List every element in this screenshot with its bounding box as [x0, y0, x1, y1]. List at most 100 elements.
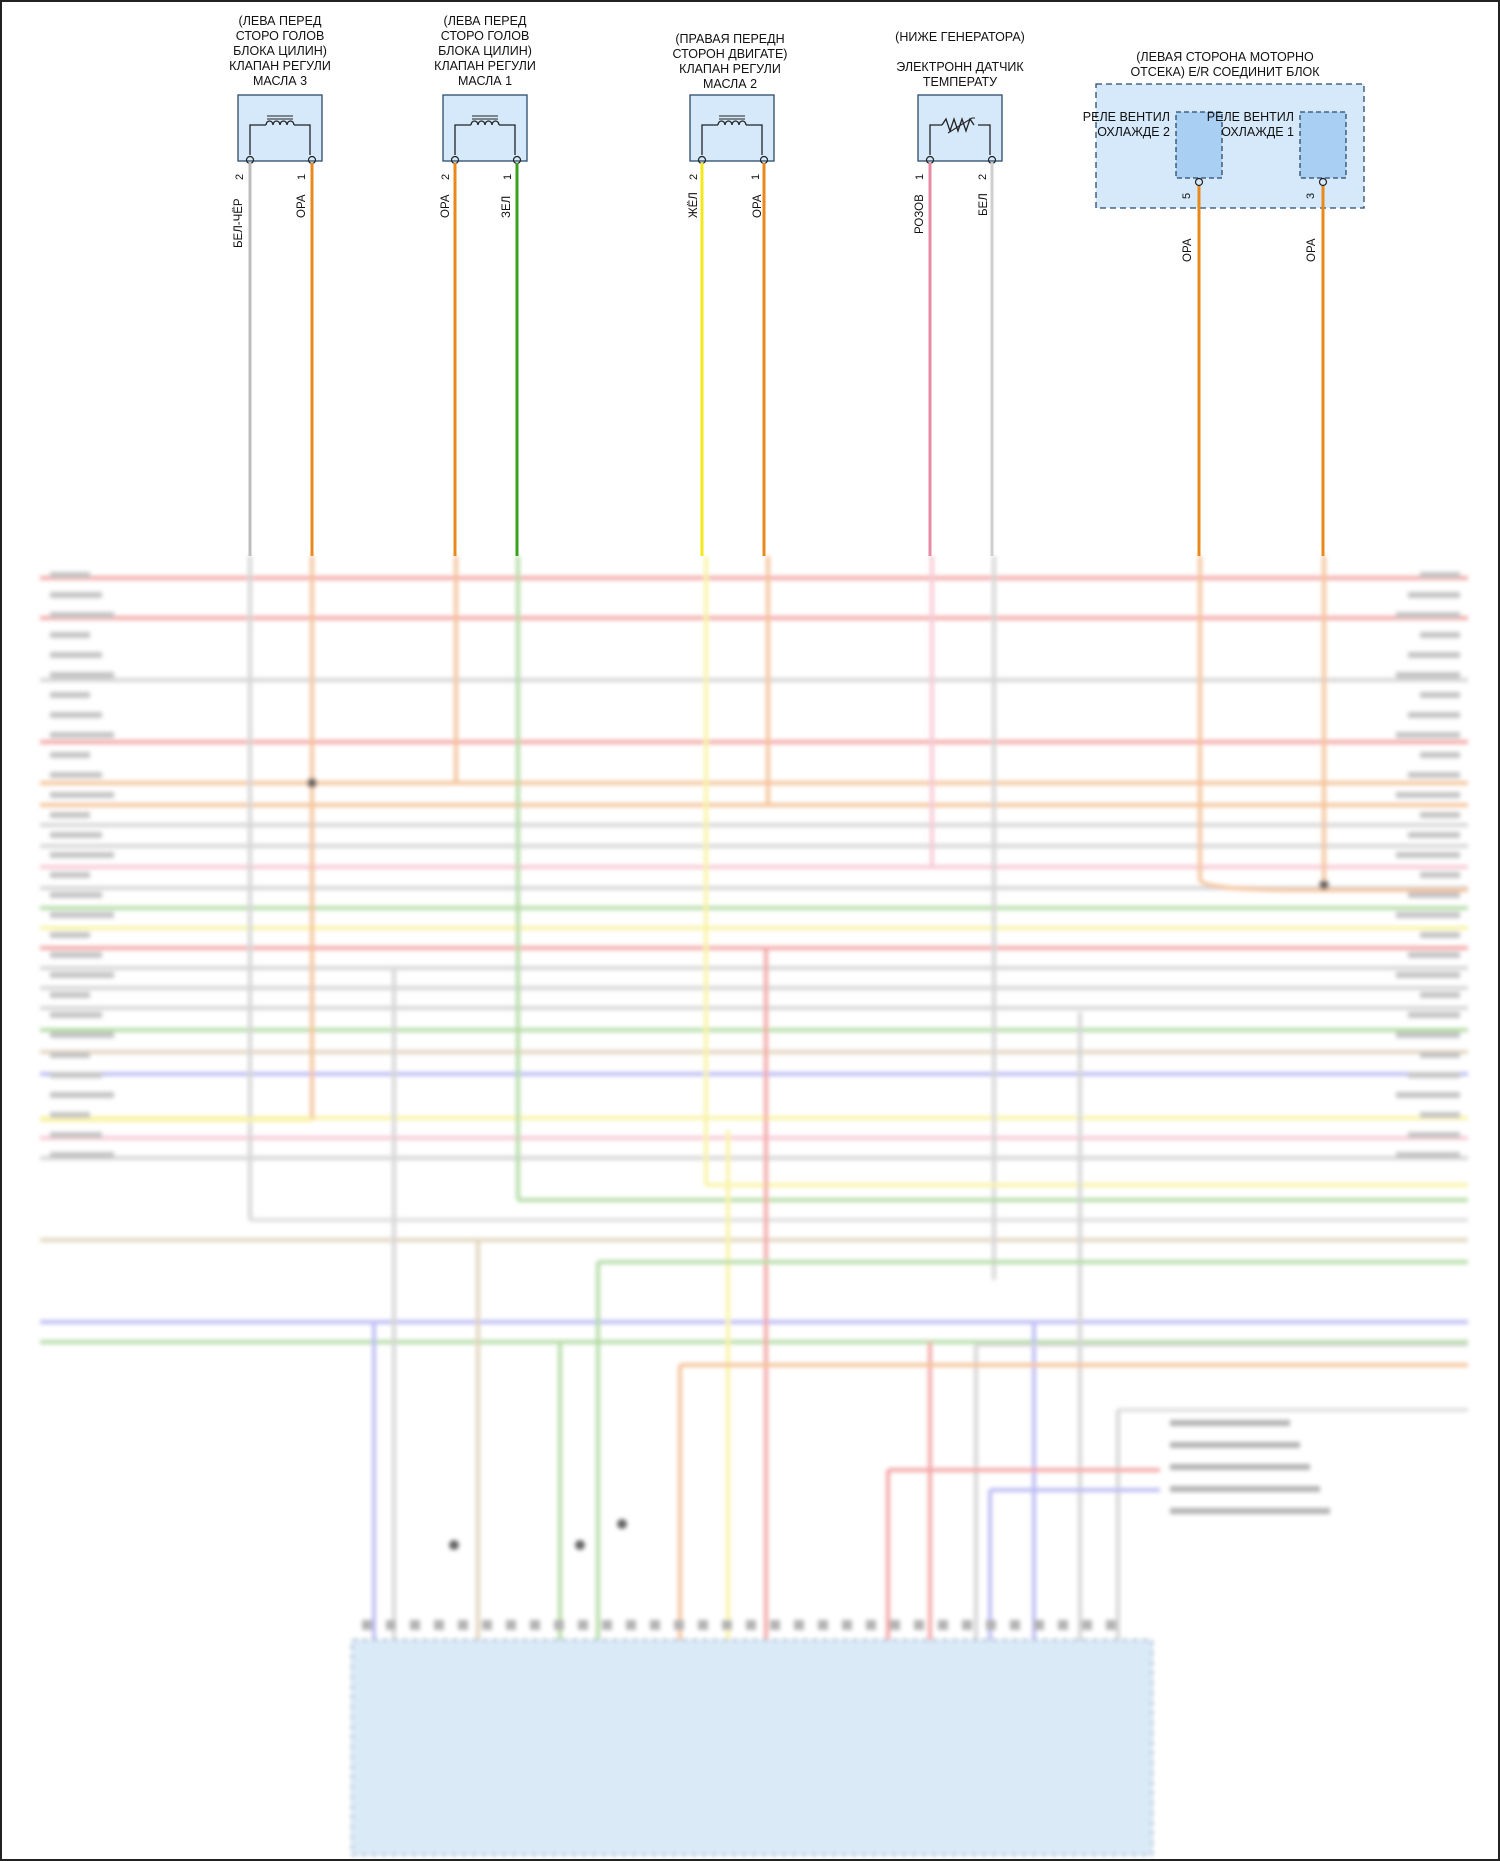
blurred-harness-area: [40, 556, 1468, 1856]
coil-winding: [265, 120, 295, 126]
blurred-text: [1396, 612, 1460, 618]
pin-number: 2: [440, 173, 452, 180]
blurred-text: [1420, 632, 1460, 638]
header-line: (ЛЕВА ПЕРЕД: [238, 14, 322, 28]
ecm-pin: [938, 1620, 948, 1630]
pin-number: 1: [296, 173, 308, 180]
coil-lead: [746, 124, 763, 155]
ecm-pin: [770, 1620, 780, 1630]
ecm-pin: [866, 1620, 876, 1630]
blurred-text: [1396, 1152, 1460, 1158]
ecm-pin: [650, 1620, 660, 1630]
blurred-text: [50, 952, 102, 958]
splice-dot: [449, 1540, 459, 1550]
blurred-text: [1420, 692, 1460, 698]
blurred-text: [50, 732, 114, 738]
thermistor-icon: [941, 116, 975, 134]
blurred-text: [50, 592, 102, 598]
blurred-text: [50, 792, 114, 798]
blurred-text: [50, 1112, 90, 1118]
blurred-text: [50, 1032, 114, 1038]
relay-2-box: [1175, 111, 1223, 179]
blurred-text: [1420, 1052, 1460, 1058]
blurred-text: [1170, 1464, 1310, 1470]
ecm-pin: [386, 1620, 396, 1630]
blurred-text: [50, 1152, 114, 1158]
blurred-text: [50, 812, 90, 818]
solenoid-icon: [454, 115, 516, 155]
blurred-text: [50, 1132, 102, 1138]
wire-label: ОРА: [752, 194, 764, 218]
blurred-text: [50, 692, 90, 698]
ecm-pin: [746, 1620, 756, 1630]
blurred-text: [1420, 812, 1460, 818]
splice-dot: [575, 1540, 585, 1550]
header-line: КЛАПАН РЕГУЛИ: [434, 59, 536, 73]
thermistor-lead: [978, 124, 991, 155]
header-line: (ЛЕВА ПЕРЕД: [443, 14, 527, 28]
coil-winding: [470, 120, 500, 126]
blurred-text: [50, 1072, 102, 1078]
ecm-pin: [602, 1620, 612, 1630]
pin-number: 2: [688, 173, 700, 180]
relay-label-1: РЕЛЕ ВЕНТИЛ ОХЛАЖДЕ 1: [1180, 110, 1294, 140]
ecm-pin: [698, 1620, 708, 1630]
connector-ocv2: [689, 94, 775, 162]
ecm-pin: [554, 1620, 564, 1630]
pin-number: 2: [977, 173, 989, 180]
blurred-text: [1408, 1072, 1460, 1078]
header-oil-control-valve-3: (ЛЕВА ПЕРЕД СТОРО ГОЛОВ БЛОКА ЦИЛИН) КЛА…: [220, 14, 340, 89]
relay-1-box: [1299, 111, 1347, 179]
blurred-text: [50, 972, 114, 978]
blurred-text: [1420, 1112, 1460, 1118]
header-line: КЛАПАН РЕГУЛИ: [229, 59, 331, 73]
blurred-text: [1396, 1092, 1460, 1098]
relay-label-2: РЕЛЕ ВЕНТИЛ ОХЛАЖДЕ 2: [1058, 110, 1170, 140]
ecm-pin: [674, 1620, 684, 1630]
splice-dot: [617, 1519, 627, 1529]
ecm-pin: [458, 1620, 468, 1630]
blurred-text: [1408, 772, 1460, 778]
blurred-text: [1396, 912, 1460, 918]
ecm-pin: [1058, 1620, 1068, 1630]
blurred-text: [1170, 1420, 1290, 1426]
blurred-text: [1408, 832, 1460, 838]
pin-number: 1: [502, 173, 514, 180]
blurred-text: [50, 872, 90, 878]
wire-label: БЕЛ: [978, 193, 990, 216]
ecm-module-box: [351, 1639, 1153, 1856]
ecm-pin: [914, 1620, 924, 1630]
ecm-pin: [794, 1620, 804, 1630]
ecm-pin: [434, 1620, 444, 1630]
coil-lead: [249, 124, 266, 155]
pin-number: 3: [1305, 192, 1317, 199]
blurred-text: [50, 1092, 114, 1098]
blurred-text: [50, 772, 102, 778]
blurred-text: [50, 992, 90, 998]
blurred-text: [50, 612, 114, 618]
ecm-pin: [626, 1620, 636, 1630]
blurred-text: [1420, 572, 1460, 578]
blurred-text: [1396, 972, 1460, 978]
pin-number: 1: [914, 173, 926, 180]
blurred-text: [1408, 1132, 1460, 1138]
ecm-pin: [890, 1620, 900, 1630]
relay-line: ОХЛАЖДЕ 1: [1221, 125, 1294, 139]
solenoid-icon: [249, 115, 311, 155]
coil-core: [719, 115, 745, 120]
header-line: СТОРО ГОЛОВ: [235, 29, 325, 43]
header-line: ЭЛЕКТРОНН ДАТЧИК: [896, 60, 1024, 74]
header-line: ТЕМПЕРАТУ: [922, 75, 998, 89]
header-oil-control-valve-1: (ЛЕВА ПЕРЕД СТОРО ГОЛОВ БЛОКА ЦИЛИН) КЛА…: [425, 14, 545, 89]
coil-core: [472, 115, 498, 120]
blurred-text: [1408, 1012, 1460, 1018]
ecm-pin: [1082, 1620, 1092, 1630]
header-line: СТОРОН ДВИГАТЕ): [672, 47, 788, 61]
blurred-text: [1170, 1508, 1330, 1514]
blurred-text: [50, 912, 114, 918]
header-line: БЛОКА ЦИЛИН): [438, 44, 532, 58]
coil-winding: [717, 120, 747, 126]
header-line: ОТСЕКА) E/R СОЕДИНИТ БЛОК: [1130, 65, 1320, 79]
header-er-junction-box: (ЛЕВАЯ СТОРОНА МОТОРНО ОТСЕКА) E/R СОЕДИ…: [1110, 50, 1340, 80]
blurred-text: [1170, 1442, 1300, 1448]
